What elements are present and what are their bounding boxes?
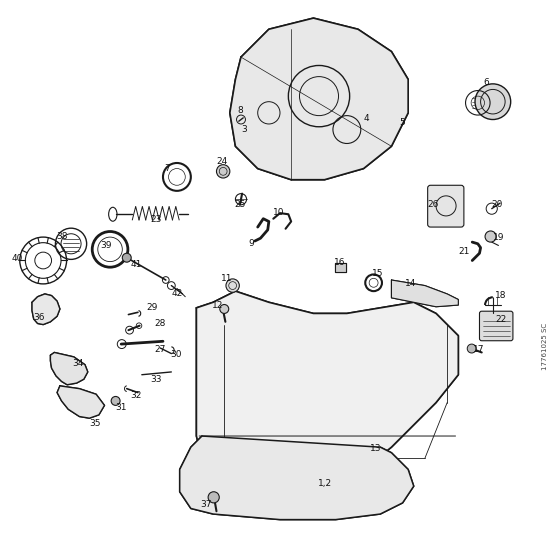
- Text: 19: 19: [493, 233, 504, 242]
- Polygon shape: [391, 280, 458, 307]
- Text: 23: 23: [151, 216, 162, 225]
- Polygon shape: [32, 294, 60, 325]
- Circle shape: [217, 165, 230, 178]
- Text: 5: 5: [400, 118, 405, 127]
- Text: 7: 7: [164, 164, 170, 173]
- Text: 10: 10: [273, 208, 284, 217]
- Text: 3: 3: [241, 125, 246, 134]
- Text: 8: 8: [237, 105, 242, 115]
- Circle shape: [475, 84, 511, 119]
- Text: 42: 42: [172, 289, 183, 298]
- Text: 31: 31: [115, 403, 127, 412]
- Text: 28: 28: [155, 319, 166, 328]
- Polygon shape: [57, 386, 105, 418]
- Text: 39: 39: [100, 241, 112, 250]
- Circle shape: [226, 279, 239, 292]
- Text: 18: 18: [495, 291, 506, 300]
- Text: 40: 40: [11, 254, 22, 263]
- Polygon shape: [180, 436, 414, 520]
- Text: 13: 13: [370, 444, 381, 453]
- Text: 30: 30: [170, 349, 181, 358]
- Text: 20: 20: [492, 200, 503, 209]
- Text: 35: 35: [89, 419, 101, 428]
- Text: 17: 17: [473, 344, 484, 353]
- Text: 4: 4: [363, 114, 369, 123]
- Circle shape: [122, 253, 131, 262]
- Text: 11: 11: [221, 274, 233, 283]
- Text: 25: 25: [234, 200, 246, 209]
- Circle shape: [208, 492, 220, 503]
- FancyBboxPatch shape: [428, 185, 464, 227]
- Text: 26: 26: [427, 200, 438, 209]
- FancyBboxPatch shape: [479, 311, 513, 340]
- Circle shape: [467, 344, 476, 353]
- Circle shape: [485, 231, 496, 242]
- Text: 9: 9: [248, 239, 254, 248]
- Text: 32: 32: [130, 391, 142, 400]
- Text: 27: 27: [155, 344, 166, 353]
- Text: 6: 6: [483, 78, 489, 87]
- Text: 22: 22: [495, 315, 506, 324]
- Text: 21: 21: [458, 246, 470, 255]
- Text: 37: 37: [200, 500, 212, 508]
- Text: 1,2: 1,2: [318, 479, 332, 488]
- Text: 17761025 SC: 17761025 SC: [542, 323, 548, 370]
- Text: 34: 34: [73, 359, 84, 368]
- Text: 16: 16: [334, 258, 346, 267]
- Polygon shape: [50, 352, 88, 385]
- Text: 29: 29: [146, 304, 157, 312]
- Text: 15: 15: [372, 269, 383, 278]
- Text: 33: 33: [151, 375, 162, 384]
- Circle shape: [220, 305, 228, 314]
- Text: 12: 12: [212, 301, 223, 310]
- Text: 36: 36: [34, 314, 45, 323]
- Circle shape: [111, 396, 120, 405]
- Polygon shape: [197, 291, 458, 503]
- Text: 24: 24: [216, 157, 227, 166]
- Text: 41: 41: [130, 260, 142, 269]
- Text: 14: 14: [405, 279, 416, 288]
- Polygon shape: [230, 18, 408, 180]
- Text: 38: 38: [56, 232, 67, 241]
- Polygon shape: [335, 263, 346, 272]
